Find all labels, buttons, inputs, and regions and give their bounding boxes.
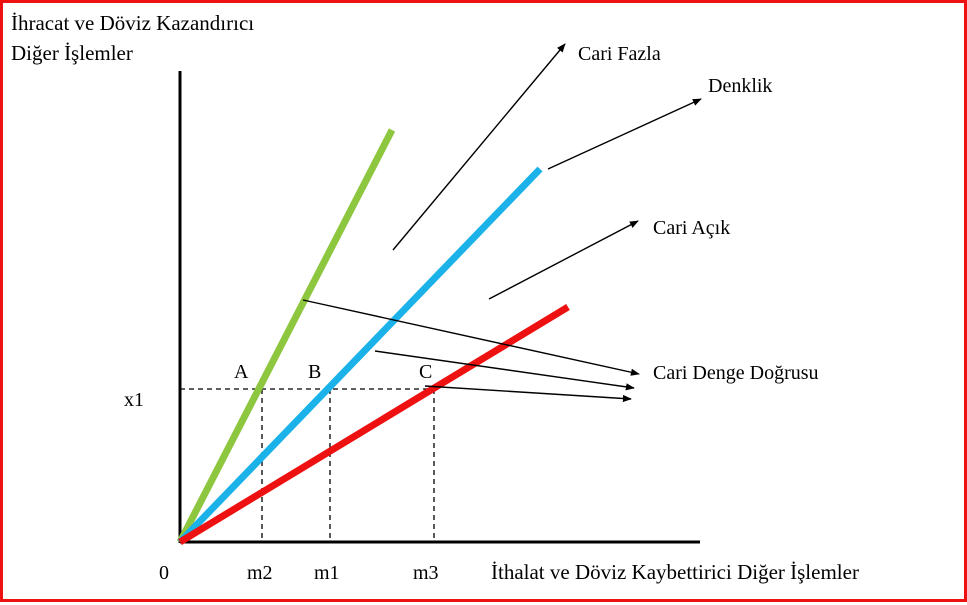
balance-line-arrow-2 (374, 350, 635, 391)
surplus-arrow (392, 43, 566, 251)
balance-line-arrow-1 (302, 299, 640, 376)
current-account-diagram: İhracat ve Döviz Kazandırıcı Diğer İşlem… (11, 11, 859, 584)
point-c-label: C (419, 361, 432, 383)
green-surplus-line (176, 128, 396, 544)
deficit-label: Cari Açık (653, 217, 730, 239)
origin-label: 0 (159, 562, 169, 584)
surplus-label: Cari Fazla (578, 43, 661, 65)
point-a-label: A (234, 361, 249, 383)
m3-tick-label: m3 (413, 562, 439, 584)
blue-balance-line (177, 166, 543, 545)
balance-arrow (547, 98, 702, 170)
balance-line-arrow-3 (424, 385, 632, 403)
m2-tick-label: m2 (247, 562, 273, 584)
balance-line-label: Cari Denge Doğrusu (653, 362, 819, 384)
y-axis-title-line1: İhracat ve Döviz Kazandırıcı (11, 11, 254, 35)
deficit-arrow (488, 220, 639, 300)
m1-tick-label: m1 (314, 562, 340, 584)
balance-label: Denklik (708, 75, 772, 97)
x-axis-title: İthalat ve Döviz Kaybettirici Diğer İşle… (491, 560, 859, 584)
red-deficit-line (178, 304, 570, 545)
point-b-label: B (308, 361, 321, 383)
y-axis-title-line2: Diğer İşlemler (11, 41, 133, 65)
x1-tick-label: x1 (124, 389, 144, 411)
